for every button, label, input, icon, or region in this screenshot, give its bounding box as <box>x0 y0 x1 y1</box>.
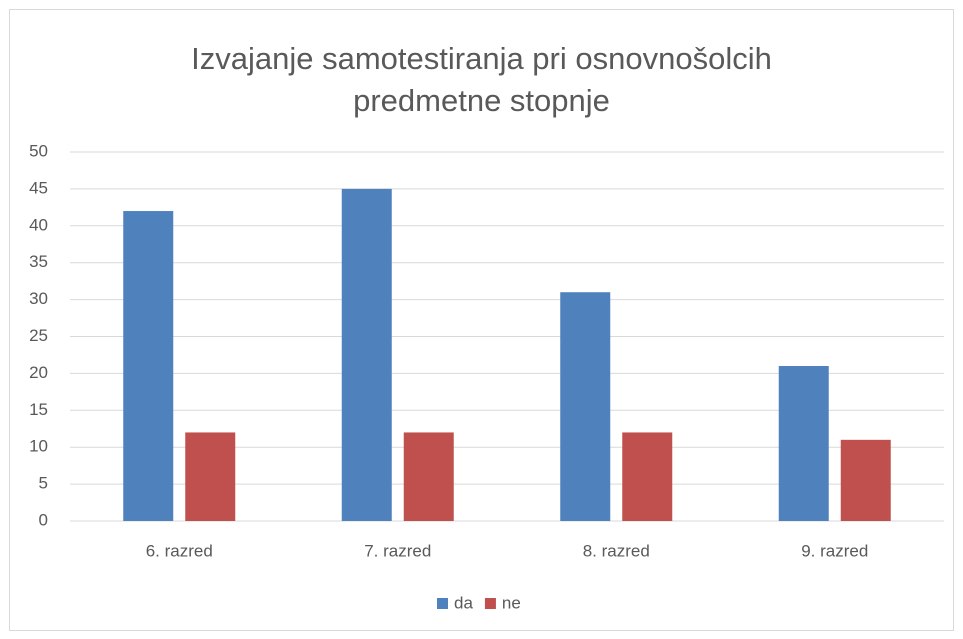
bar <box>622 432 673 521</box>
legend-label: ne <box>502 593 521 612</box>
x-tick-label: 6. razred <box>146 541 213 560</box>
y-tick-label: 30 <box>29 289 48 308</box>
y-tick-label: 20 <box>29 363 48 382</box>
y-tick-label: 50 <box>29 141 48 160</box>
y-tick-label: 45 <box>29 178 48 197</box>
bar <box>185 432 236 521</box>
bar <box>341 188 392 521</box>
legend-swatch <box>484 598 496 609</box>
y-tick-label: 15 <box>29 400 48 419</box>
y-tick-label: 40 <box>29 215 48 234</box>
x-tick-label: 8. razred <box>583 541 650 560</box>
chart-title: Izvajanje samotestiranja pri osnovnošolc… <box>191 41 772 118</box>
bar <box>560 292 611 521</box>
legend-swatch <box>437 598 448 609</box>
y-tick-label: 10 <box>29 437 48 456</box>
y-tick-label: 0 <box>39 510 48 529</box>
legend-label: da <box>454 593 473 612</box>
x-tick-label: 7. razred <box>364 541 431 560</box>
bar <box>840 439 891 521</box>
bar <box>123 211 174 522</box>
bar <box>403 432 454 521</box>
x-tick-label: 9. razred <box>801 541 868 560</box>
bar <box>778 366 829 521</box>
y-tick-label: 35 <box>29 252 48 271</box>
y-tick-label: 25 <box>29 326 48 345</box>
y-tick-label: 5 <box>39 474 48 493</box>
